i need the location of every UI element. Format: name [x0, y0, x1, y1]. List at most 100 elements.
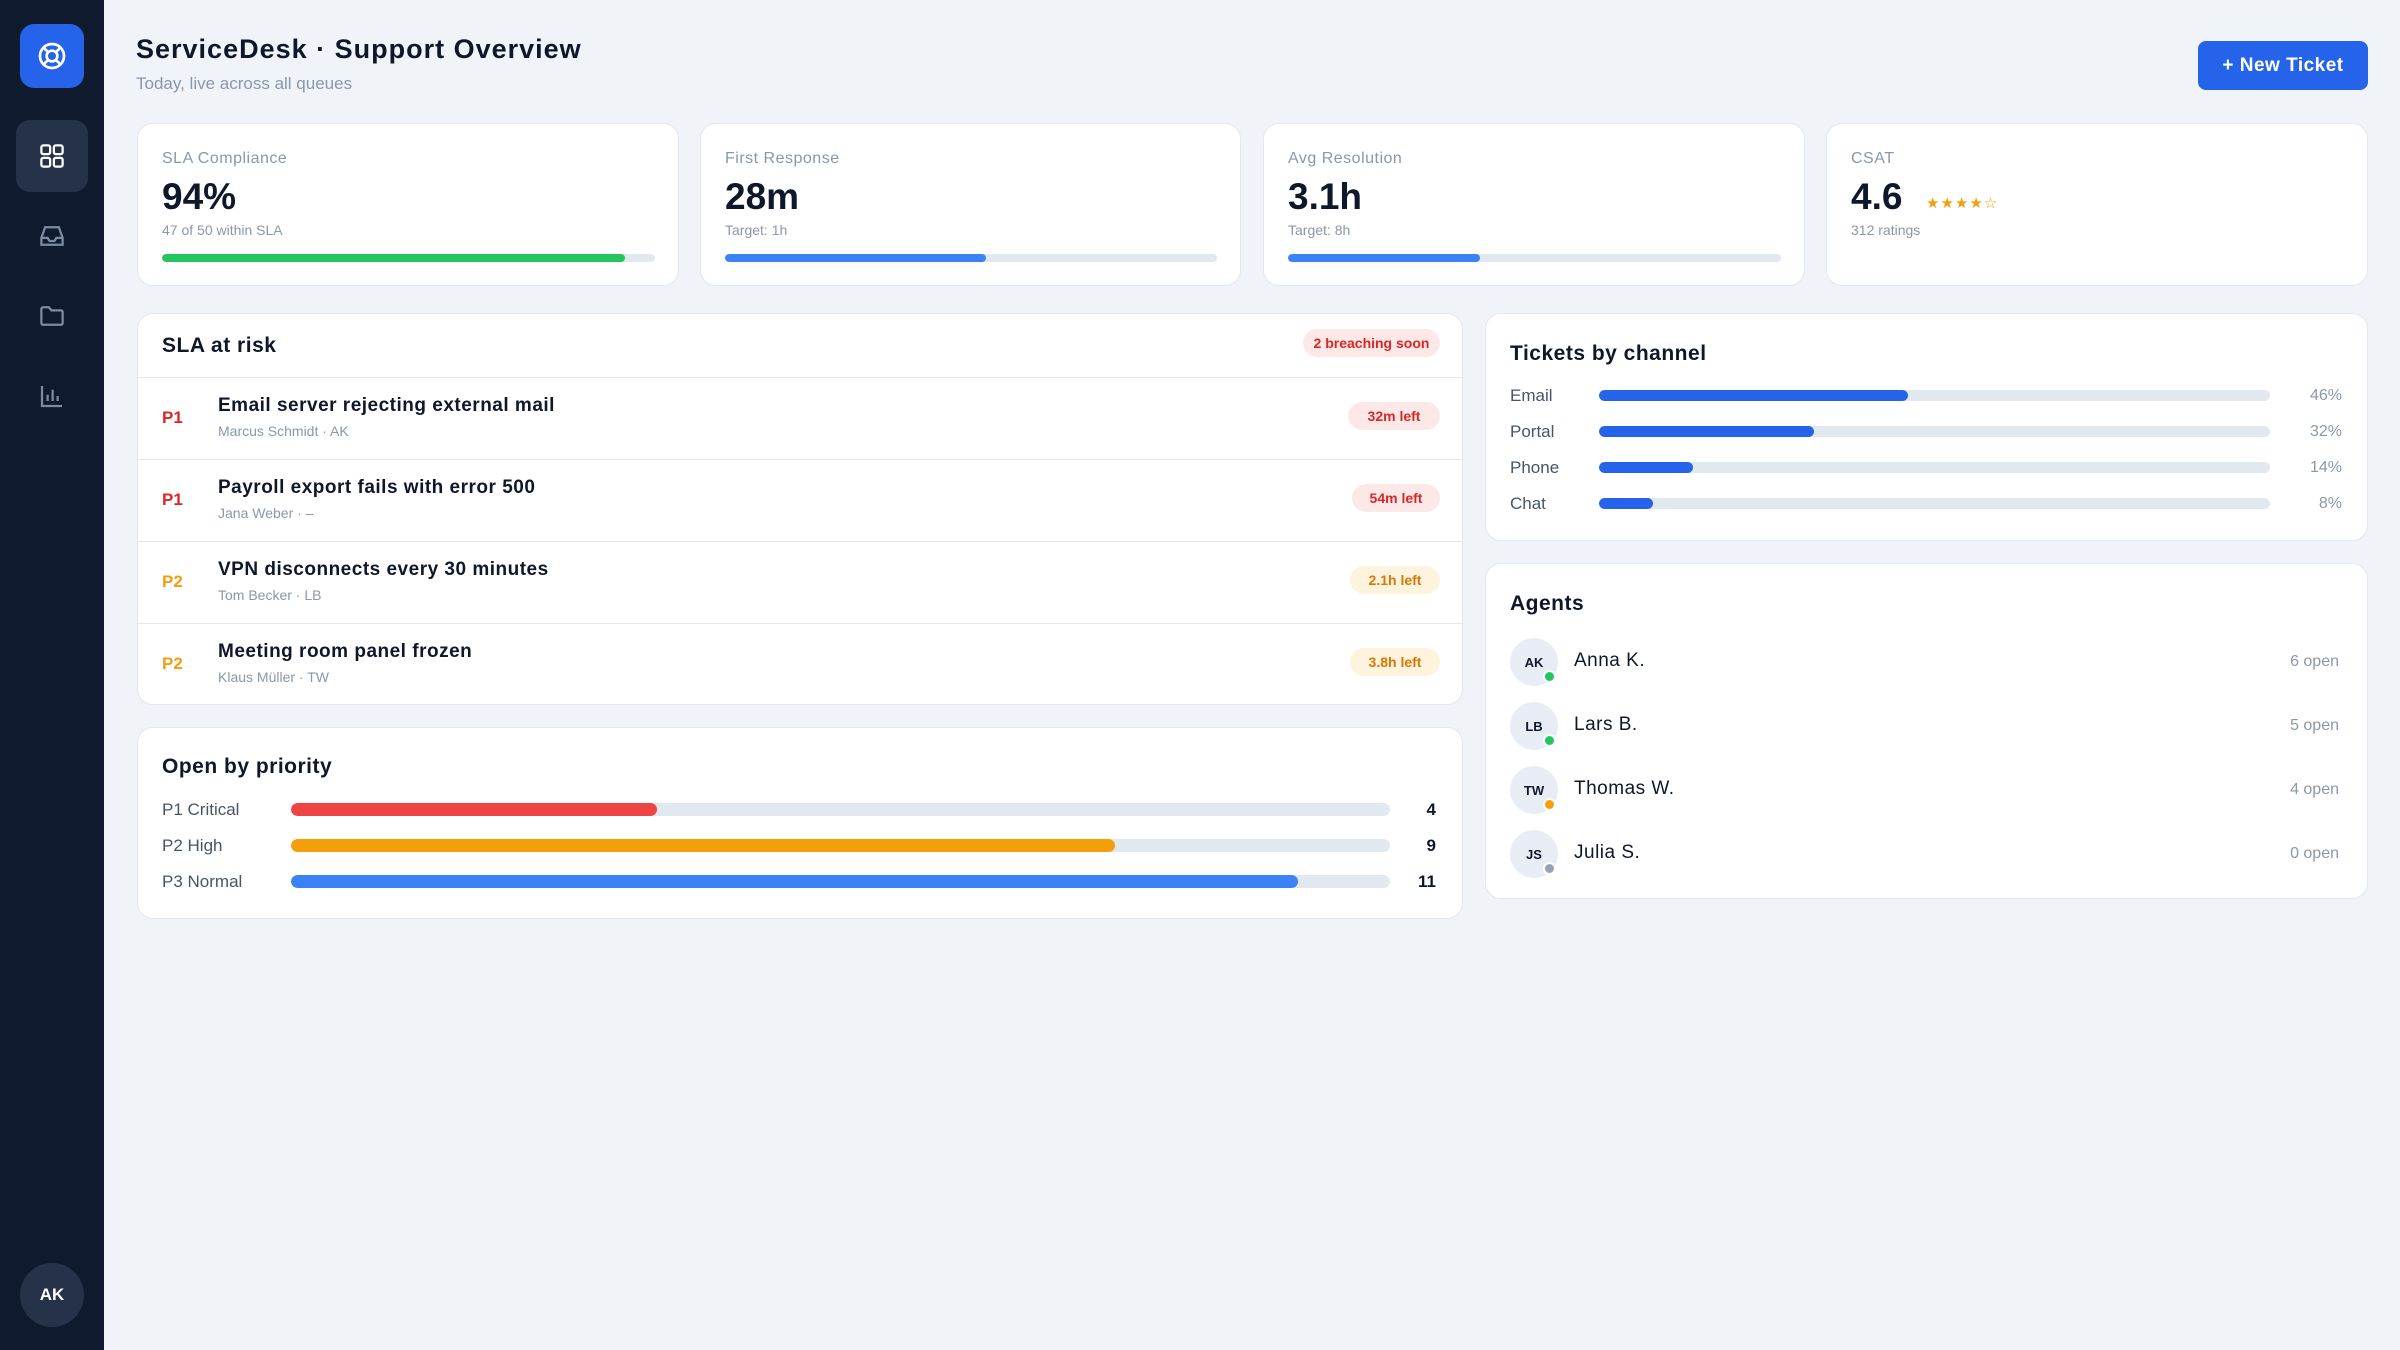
priority-bar-label: P2 High	[162, 836, 223, 855]
sla-risk-row[interactable]: P2 Meeting room panel frozen Klaus Mülle…	[138, 623, 1462, 705]
priority-bar-track	[291, 875, 1390, 888]
kpi-sub: Target: 8h	[1288, 222, 1351, 238]
kpi-label: CSAT	[1851, 150, 1895, 167]
page-subtitle: Today, live across all queues	[136, 74, 353, 93]
kpi-progress-track	[162, 254, 655, 262]
channel-pct: 8%	[2318, 495, 2342, 512]
channel-pct: 32%	[2309, 423, 2342, 440]
agent-row[interactable]: AK Anna K. 6 open	[1486, 634, 2367, 694]
status-dot	[1543, 798, 1556, 811]
time-left-badge: 32m left	[1348, 402, 1440, 430]
kpi-progress-fill	[1288, 254, 1481, 262]
agent-open-count: 4 open	[2290, 781, 2339, 798]
agent-row[interactable]: JS Julia S. 0 open	[1486, 826, 2367, 886]
channel-bar-track	[1599, 390, 2270, 401]
section-title: Tickets by channel	[1510, 342, 1707, 365]
ticket-title: Payroll export fails with error 500	[218, 477, 536, 498]
priority-count: 4	[1426, 800, 1436, 819]
sidebar: AK	[0, 0, 104, 1350]
ticket-title: Meeting room panel frozen	[218, 641, 473, 662]
kpi-value: 94%	[162, 176, 237, 217]
channel-bar-fill	[1599, 390, 1908, 401]
status-dot	[1543, 862, 1556, 875]
priority-bar-fill	[291, 875, 1299, 888]
kpi-progress-track	[1288, 254, 1781, 262]
logo[interactable]	[20, 24, 84, 88]
agent-open-count: 6 open	[2290, 653, 2339, 670]
agent-name: Lars B.	[1574, 714, 1638, 735]
kpi-progress-fill	[725, 254, 986, 262]
priority-bar-track	[291, 803, 1390, 816]
agent-name: Julia S.	[1574, 842, 1641, 863]
priority-label: P1	[162, 408, 183, 427]
sla-risk-card: SLA at risk 2 breaching soon P1 Email se…	[137, 313, 1463, 705]
kpi-value: 28m	[725, 176, 800, 217]
ticket-title: VPN disconnects every 30 minutes	[218, 559, 549, 580]
agent-avatar: JS	[1510, 830, 1558, 878]
sla-risk-row[interactable]: P1 Email server rejecting external mail …	[138, 377, 1462, 459]
time-left-badge: 2.1h left	[1350, 566, 1440, 594]
agents-card: Agents AK Anna K. 6 open LB Lars B. 5 op…	[1485, 563, 2368, 899]
sla-risk-row[interactable]: P1 Payroll export fails with error 500 J…	[138, 459, 1462, 541]
kpi-value: 3.1h	[1288, 176, 1363, 217]
ticket-title: Email server rejecting external mail	[218, 395, 555, 416]
ticket-meta: Marcus Schmidt · AK	[218, 423, 349, 439]
kpi-card-avg-resolution: Avg Resolution 3.1h Target: 8h	[1263, 123, 1805, 286]
priority-label: P2	[162, 572, 183, 591]
sidebar-item-folders[interactable]	[16, 280, 88, 352]
section-title: Open by priority	[162, 755, 333, 778]
kpi-card-sla-compliance: SLA Compliance 94% 47 of 50 within SLA	[137, 123, 679, 286]
agent-name: Thomas W.	[1574, 778, 1675, 799]
priority-count: 11	[1418, 872, 1436, 891]
bar-chart-icon	[40, 386, 62, 408]
kpi-sub: 312 ratings	[1851, 222, 1921, 238]
sidebar-item-inbox[interactable]	[16, 200, 88, 272]
tickets-by-channel-card: Tickets by channel Email 46% Portal 32% …	[1485, 313, 2368, 541]
channel-bar-track	[1599, 426, 2270, 437]
time-left-badge: 3.8h left	[1350, 648, 1440, 676]
star-rating-icon: ★★★★☆	[1926, 195, 1999, 212]
channel-bar-fill	[1599, 462, 1693, 473]
priority-bar-label: P1 Critical	[162, 800, 240, 819]
ticket-meta: Jana Weber · –	[218, 505, 314, 521]
channel-label: Phone	[1510, 458, 1560, 477]
section-title: SLA at risk	[162, 334, 277, 357]
agent-row[interactable]: TW Thomas W. 4 open	[1486, 762, 2367, 822]
kpi-sub: Target: 1h	[725, 222, 788, 238]
grid-icon	[40, 144, 64, 168]
channel-bar-fill	[1599, 426, 1814, 437]
priority-bar-label: P3 Normal	[162, 872, 243, 891]
open-by-priority-card: Open by priority P1 Critical 4 P2 High 9…	[137, 727, 1463, 919]
channel-label: Portal	[1510, 422, 1555, 441]
kpi-value: 4.6	[1851, 176, 1903, 217]
agent-row[interactable]: LB Lars B. 5 open	[1486, 698, 2367, 758]
channel-bar-track	[1599, 498, 2270, 509]
kpi-card-first-response: First Response 28m Target: 1h	[700, 123, 1241, 286]
agent-open-count: 0 open	[2290, 845, 2339, 862]
kpi-sub: 47 of 50 within SLA	[162, 222, 283, 238]
section-title: Agents	[1510, 592, 1585, 615]
channel-label: Chat	[1510, 494, 1546, 513]
ticket-meta: Klaus Müller · TW	[218, 669, 329, 685]
breaching-badge: 2 breaching soon	[1303, 329, 1440, 357]
kpi-label: SLA Compliance	[162, 150, 288, 167]
status-dot	[1543, 670, 1556, 683]
new-ticket-button[interactable]: + New Ticket	[2198, 41, 2368, 90]
sla-risk-row[interactable]: P2 VPN disconnects every 30 minutes Tom …	[138, 541, 1462, 623]
time-left-badge: 54m left	[1352, 484, 1440, 512]
priority-bar-fill	[291, 839, 1116, 852]
page-title: ServiceDesk · Support Overview	[136, 34, 582, 64]
sidebar-item-reports[interactable]	[16, 360, 88, 432]
channel-label: Email	[1510, 386, 1553, 405]
sidebar-item-dashboard[interactable]	[16, 120, 88, 192]
channel-pct: 14%	[2309, 459, 2342, 476]
lifebuoy-icon	[38, 42, 66, 70]
kpi-progress-track	[725, 254, 1217, 262]
channel-bar-fill	[1599, 498, 1653, 509]
ticket-meta: Tom Becker · LB	[218, 587, 322, 603]
channel-pct: 46%	[2309, 387, 2342, 404]
folder-icon	[40, 306, 64, 326]
channel-bar-track	[1599, 462, 2270, 473]
priority-label: P2	[162, 654, 183, 673]
user-avatar[interactable]: AK	[20, 1263, 84, 1327]
